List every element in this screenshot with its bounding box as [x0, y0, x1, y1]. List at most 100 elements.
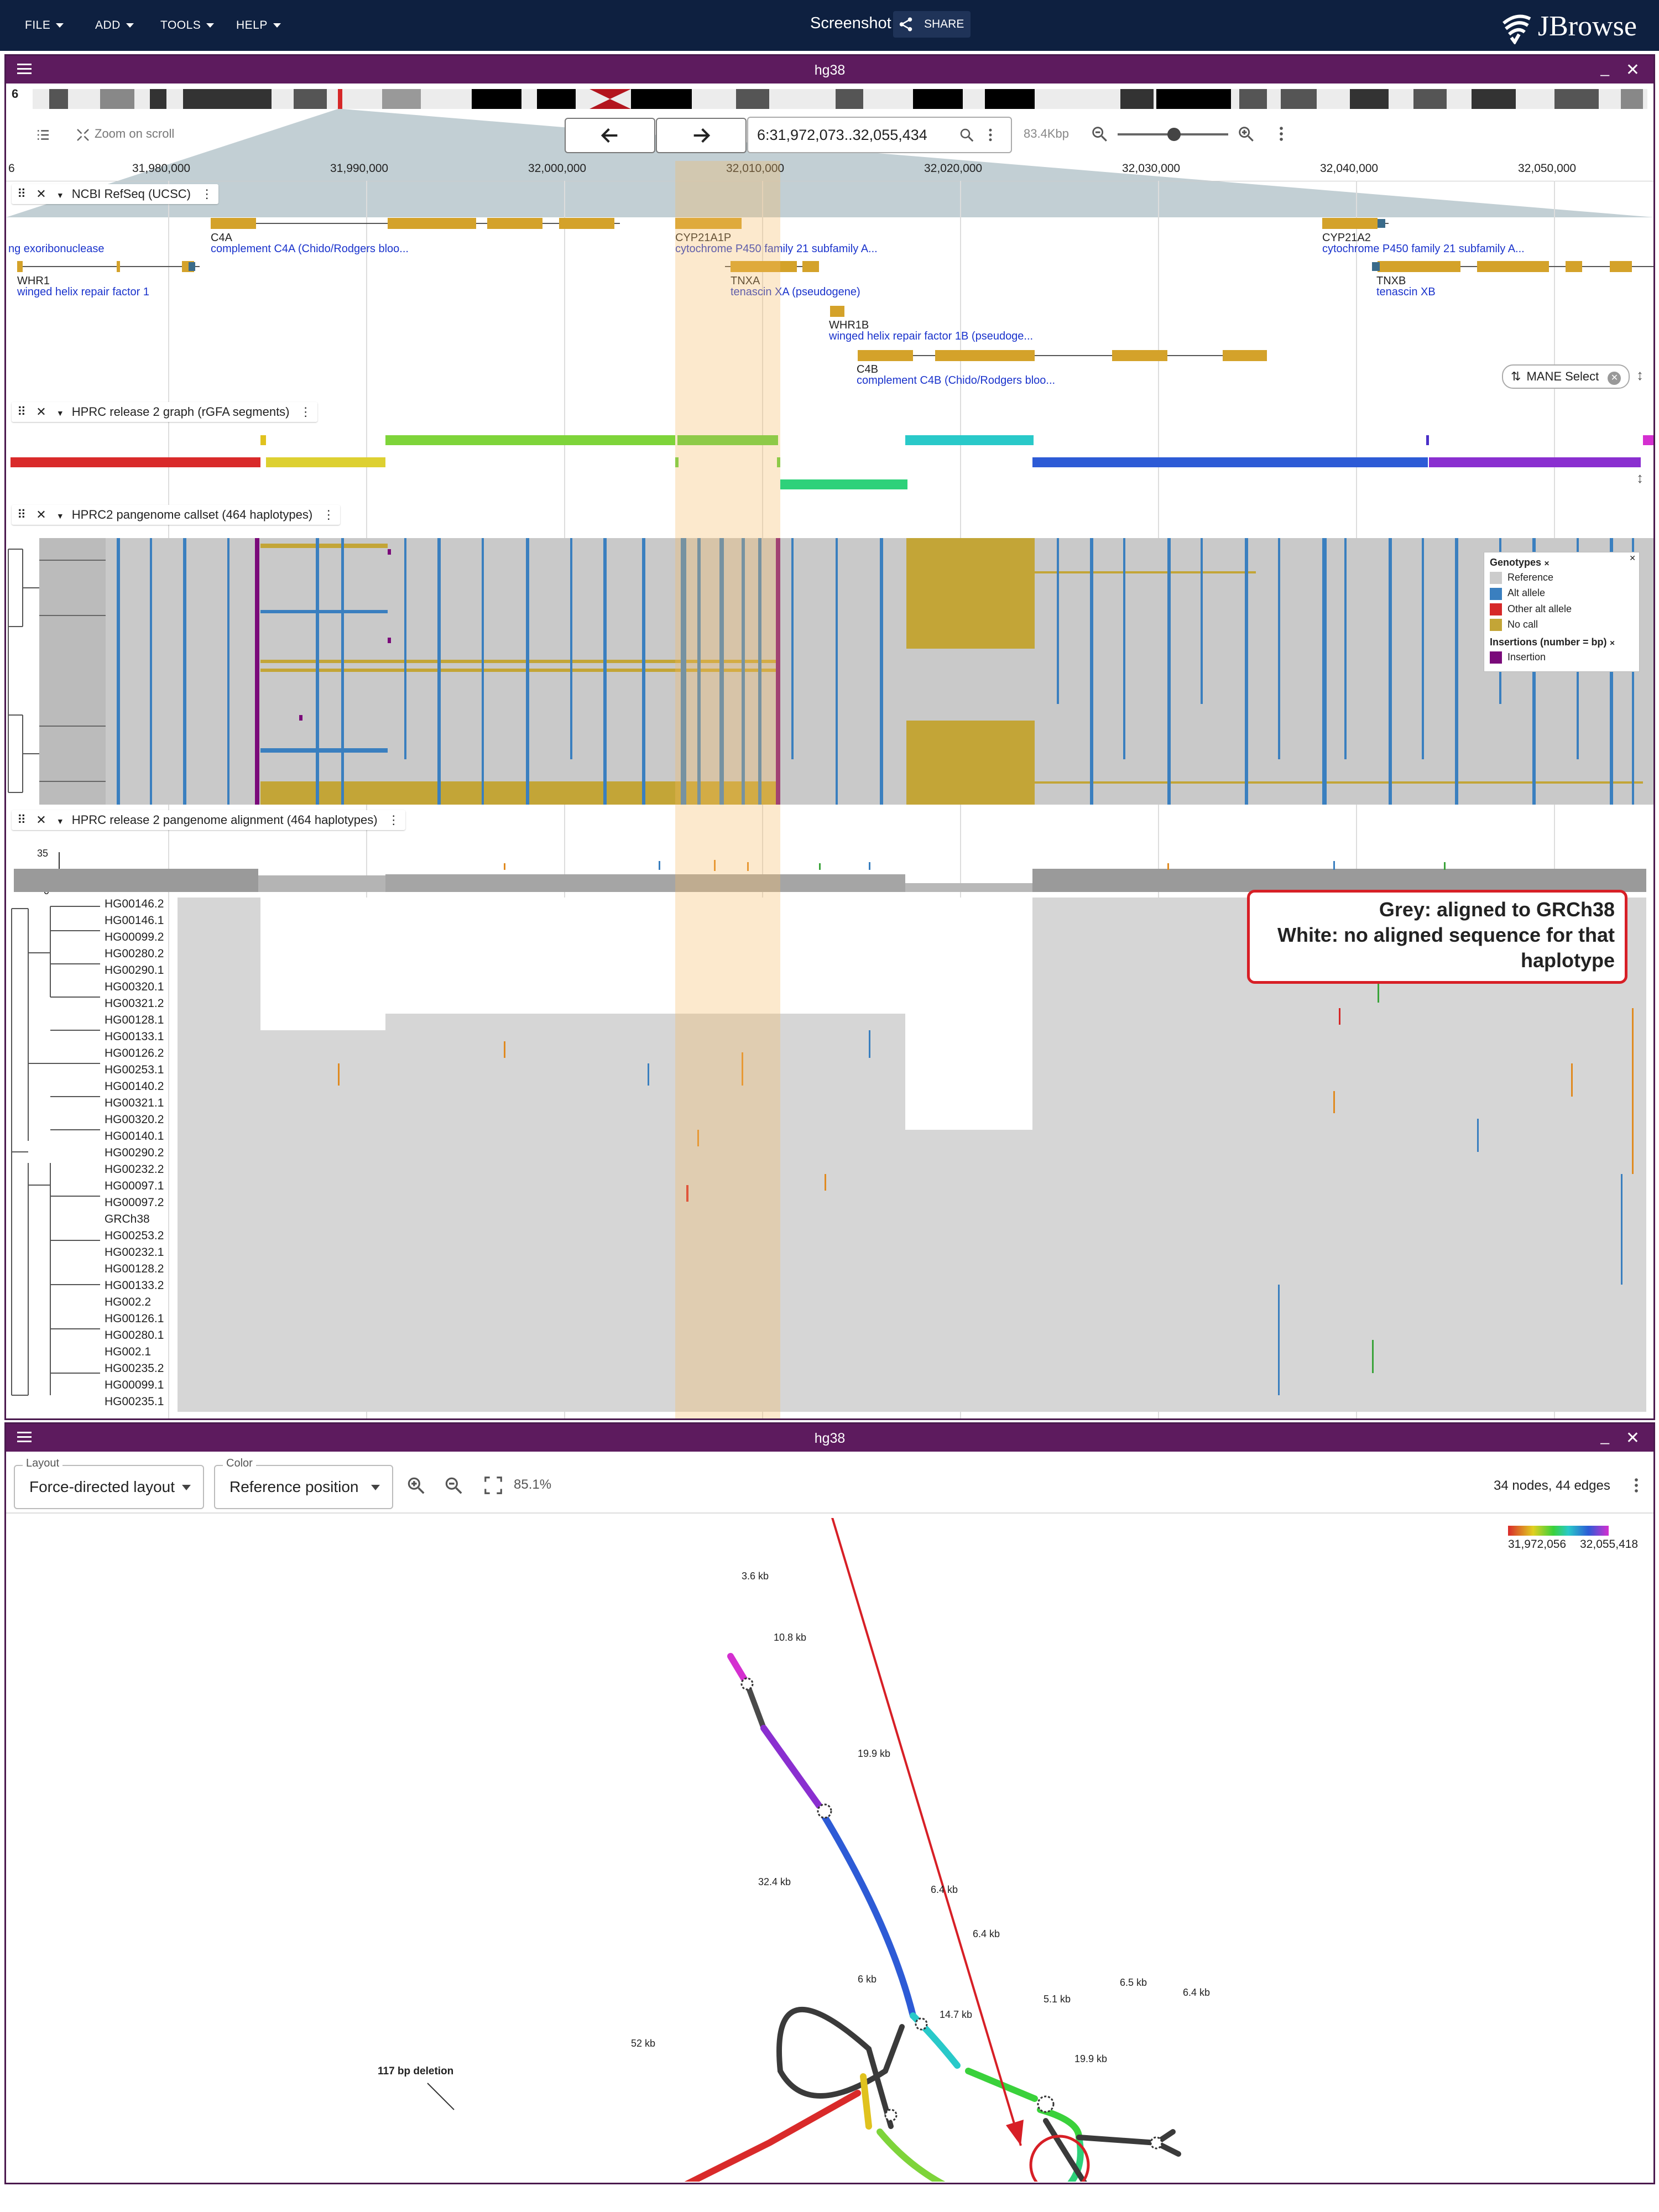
close-icon[interactable]: ✕ — [1625, 61, 1640, 79]
menu-add[interactable]: ADD — [95, 0, 134, 51]
zoom-in-icon[interactable] — [405, 1475, 426, 1496]
menu-file[interactable]: FILE — [25, 0, 64, 51]
app-menubar: FILE ADD TOOLS HELP Screenshot SHARE JBr… — [0, 0, 1659, 51]
minimize-icon[interactable]: _ — [1600, 1427, 1609, 1444]
annotation-arrowhead — [1006, 2120, 1024, 2146]
gene-desc-whr1b[interactable]: winged helix repair factor 1B (pseudoge.… — [829, 330, 1034, 342]
zoom-in-icon[interactable] — [1237, 124, 1255, 143]
graph-edge-label: 14.7 kb — [940, 2009, 973, 2020]
screenshot-button[interactable]: Screenshot — [810, 14, 891, 32]
minimize-icon[interactable]: _ — [1600, 59, 1609, 76]
gene-desc-whr1[interactable]: winged helix repair factor 1 — [17, 286, 150, 298]
legend-close-icon[interactable]: ✕ — [1629, 554, 1636, 562]
force-directed-graph[interactable] — [6, 1518, 1654, 2182]
close-icon[interactable]: ✕ — [1625, 1429, 1640, 1447]
share-button[interactable]: SHARE — [893, 11, 971, 38]
more-vert-icon[interactable] — [986, 127, 995, 143]
track-menu-icon[interactable]: ⋮ — [322, 508, 335, 521]
view-options-icon[interactable] — [1277, 124, 1286, 143]
scroll-right-button[interactable] — [656, 118, 747, 153]
menu-tools[interactable]: TOOLS — [160, 0, 215, 51]
rgfa-segments[interactable] — [6, 432, 1654, 493]
view-title: hg38 — [814, 62, 846, 78]
zoom-scroll-icon[interactable] — [75, 127, 91, 143]
gene-desc-cyp21a2[interactable]: cytochrome P450 family 21 subfamily A... — [1322, 243, 1525, 255]
location-search-box[interactable]: 6:31,972,073..32,055,434 — [747, 117, 1012, 153]
haplotype-label: HG00280.1 — [105, 1329, 164, 1342]
graph-edge-label: 6.5 kb — [1120, 1977, 1147, 1988]
collapse-icon[interactable]: ▼ — [56, 191, 64, 200]
gene-name-c4b: C4B — [857, 363, 878, 375]
deletion-label: 117 bp deletion — [378, 2065, 454, 2077]
layout-select[interactable]: Layout Force-directed layout — [14, 1457, 204, 1509]
track-selector-icon[interactable] — [34, 127, 53, 143]
track-menu-icon[interactable]: ⋮ — [201, 187, 213, 201]
graph-node — [817, 1803, 832, 1819]
close-track-icon[interactable]: ✕ — [36, 813, 46, 827]
mane-select-chip[interactable]: ⇅ MANE Select ✕ — [1502, 364, 1630, 389]
legend-swatch-insertion — [1490, 651, 1502, 664]
logo-text: JBrowse — [1537, 11, 1637, 42]
gene-desc-exoribonuclease[interactable]: ng exoribonuclease — [8, 243, 105, 255]
drag-handle-icon[interactable]: ⠿ — [17, 813, 27, 827]
gene-desc-tnxb[interactable]: tenascin XB — [1376, 286, 1436, 298]
drag-handle-icon[interactable]: ⠿ — [17, 187, 27, 201]
color-select[interactable]: Color Reference position — [214, 1457, 393, 1509]
view-menu-icon[interactable] — [17, 1432, 32, 1443]
gene-desc-tnxa[interactable]: tenascin XA (pseudogene) — [731, 286, 860, 298]
graph-edge-label: 52 kb — [631, 2038, 656, 2049]
scroll-left-button[interactable] — [565, 118, 655, 153]
collapse-icon[interactable]: ▼ — [56, 409, 64, 418]
collapse-icon[interactable]: ▼ — [56, 512, 64, 520]
gene-desc-cyp21a1p[interactable]: cytochrome P450 family 21 subfamily A... — [675, 243, 878, 255]
menu-help[interactable]: HELP — [236, 0, 281, 51]
legend-label: Reference — [1507, 572, 1554, 583]
refseq-genes[interactable] — [6, 211, 1654, 410]
drag-handle-icon[interactable]: ⠿ — [17, 508, 27, 521]
close-track-icon[interactable]: ✕ — [36, 187, 46, 201]
track-header-graph[interactable]: ⠿ ✕ ▼ HPRC release 2 graph (rGFA segment… — [12, 402, 317, 422]
location-input[interactable]: 6:31,972,073..32,055,434 — [757, 127, 927, 143]
gene-desc-c4b[interactable]: complement C4B (Chido/Rodgers bloo... — [857, 374, 1056, 387]
legend-label: Insertion — [1507, 651, 1546, 662]
callset-matrix[interactable] — [6, 538, 1654, 805]
legend-section-close-icon[interactable]: ✕ — [1544, 560, 1550, 567]
alignment-matrix[interactable] — [6, 898, 1654, 1417]
cytoband-bands — [33, 89, 1647, 109]
fit-view-icon[interactable] — [483, 1475, 504, 1496]
track-menu-icon[interactable]: ⋮ — [387, 813, 400, 827]
cytoband-overview[interactable] — [6, 84, 1654, 221]
zoom-on-scroll-label[interactable]: Zoom on scroll — [95, 127, 175, 141]
layout-select-value: Force-directed layout — [29, 1478, 175, 1495]
haplotype-label: GRCh38 — [105, 1213, 150, 1225]
view-menu-icon[interactable] — [17, 64, 32, 75]
toolbar-divider — [6, 1512, 1653, 1514]
zoom-slider[interactable] — [1118, 128, 1228, 141]
track-header-refseq[interactable]: ⠿ ✕ ▼ NCBI RefSeq (UCSC) ⋮ — [12, 184, 219, 204]
drag-handle-icon[interactable]: ⠿ — [17, 405, 27, 419]
track-title: HPRC2 pangenome callset (464 haplotypes) — [71, 508, 313, 521]
zoom-slider-thumb[interactable] — [1167, 128, 1181, 141]
track-menu-icon[interactable]: ⋮ — [299, 405, 312, 419]
search-icon[interactable] — [958, 127, 975, 143]
legend-section-close-icon[interactable]: ✕ — [1609, 639, 1615, 647]
haplotype-label: HG00320.2 — [105, 1113, 164, 1126]
remove-chip-icon[interactable]: ✕ — [1608, 372, 1621, 385]
zoom-out-icon[interactable] — [443, 1475, 464, 1496]
haplotype-label: HG00320.1 — [105, 980, 164, 993]
gene-desc-c4a[interactable]: complement C4A (Chido/Rodgers bloo... — [211, 243, 409, 255]
graph-node — [1150, 2136, 1163, 2150]
graph-options-icon[interactable] — [1632, 1476, 1641, 1495]
track-header-callset[interactable]: ⠿ ✕ ▼ HPRC2 pangenome callset (464 haplo… — [12, 505, 341, 525]
track-resize-icon[interactable]: ↕ — [1636, 367, 1644, 383]
close-track-icon[interactable]: ✕ — [36, 405, 46, 419]
graph-edge — [860, 2073, 872, 2130]
track-resize-icon[interactable]: ↕ — [1636, 469, 1644, 486]
region-highlight[interactable] — [675, 161, 780, 1418]
close-track-icon[interactable]: ✕ — [36, 508, 46, 521]
track-header-alignment[interactable]: ⠿ ✕ ▼ HPRC release 2 pangenome alignment… — [12, 810, 405, 830]
ruler-tick: 31,990,000 — [330, 162, 389, 175]
legend-swatch-other-alt — [1490, 603, 1502, 615]
collapse-icon[interactable]: ▼ — [56, 817, 64, 826]
zoom-out-icon[interactable] — [1090, 124, 1109, 143]
